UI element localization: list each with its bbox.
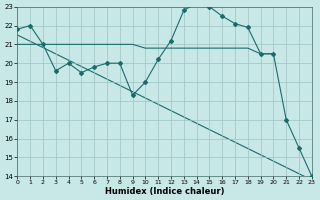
X-axis label: Humidex (Indice chaleur): Humidex (Indice chaleur) bbox=[105, 187, 224, 196]
